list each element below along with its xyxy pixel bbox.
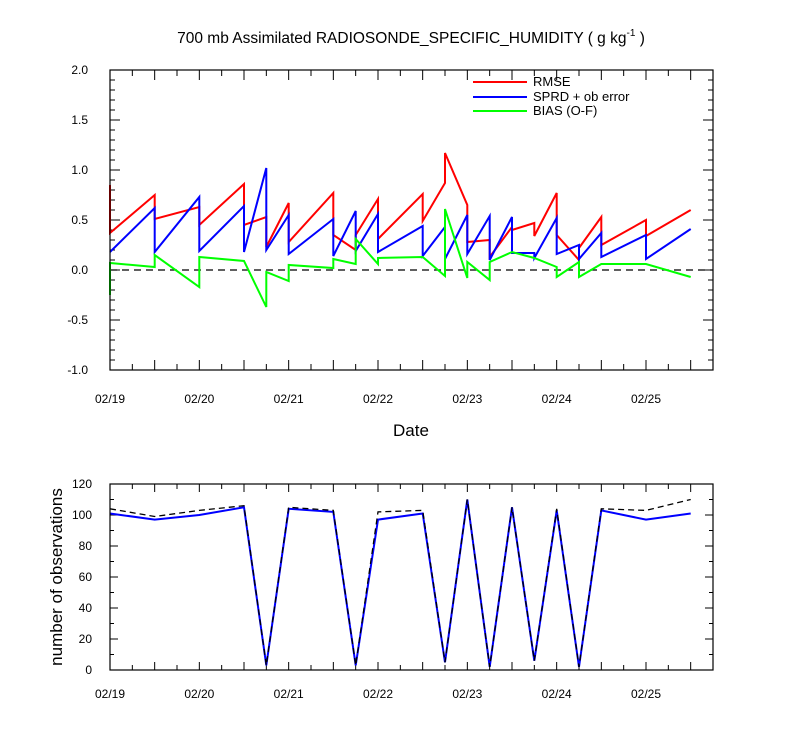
legend-label-bias: BIAS (O-F) bbox=[533, 103, 597, 118]
bottom-series bbox=[109, 498, 691, 668]
chart-title-main: 700 mb Assimilated RADIOSONDE_SPECIFIC_H… bbox=[177, 30, 626, 47]
bottom-ticks bbox=[109, 483, 714, 671]
bottom-y-tick-label: 60 bbox=[79, 570, 93, 584]
bottom-x-tick-label: 02/20 bbox=[184, 687, 214, 701]
top-y-tick-label: 2.0 bbox=[71, 63, 88, 77]
top-ticks bbox=[109, 69, 714, 371]
chart-title: 700 mb Assimilated RADIOSONDE_SPECIFIC_H… bbox=[177, 28, 645, 47]
chart-title-end: ) bbox=[635, 30, 644, 47]
top-y-tick-label: 0.5 bbox=[71, 213, 88, 227]
bottom-x-tick-label: 02/22 bbox=[363, 687, 393, 701]
y-axis-label-observations: number of observations bbox=[47, 488, 66, 666]
obs-line-used bbox=[109, 499, 691, 668]
x-axis-label: Date bbox=[393, 421, 429, 440]
bottom-y-tick-label: 40 bbox=[79, 601, 93, 615]
bottom-y-tick-label: 0 bbox=[85, 663, 92, 677]
bottom-x-tick-label: 02/21 bbox=[274, 687, 304, 701]
top-x-tick-label: 02/23 bbox=[452, 392, 482, 406]
top-panel: -1.0-0.50.00.51.01.52.0 02/19 02/20 02/21 0… bbox=[67, 63, 714, 440]
bottom-plot-frame bbox=[109, 483, 714, 671]
top-y-tick-label: 1.5 bbox=[71, 113, 88, 127]
top-x-tick-label: 02/20 bbox=[184, 392, 214, 406]
bottom-x-tick-label: 02/25 bbox=[631, 687, 661, 701]
bottom-y-tick-label: 120 bbox=[72, 477, 92, 491]
bottom-x-tick-label: 02/19 bbox=[95, 687, 125, 701]
top-series bbox=[109, 152, 692, 308]
bottom-y-tick-label: 80 bbox=[79, 539, 93, 553]
legend-label-rmse: RMSE bbox=[533, 74, 571, 89]
top-y-tick-label: 1.0 bbox=[71, 163, 88, 177]
bottom-panel: 0 20 40 60 80 100 120 02/19 02/20 02/21 02/22 02/2… bbox=[47, 477, 714, 701]
series-line-sprd bbox=[109, 167, 692, 262]
top-x-tick-label: 02/22 bbox=[363, 392, 393, 406]
series-line-rmse bbox=[109, 152, 692, 263]
top-y-tick-label: 0.0 bbox=[71, 263, 88, 277]
bottom-y-tick-label: 100 bbox=[72, 508, 92, 522]
bottom-y-tick-labels: 0 20 40 60 80 100 120 bbox=[72, 477, 92, 677]
legend: RMSE SPRD + ob error BIAS (O-F) bbox=[473, 74, 630, 118]
bottom-x-tick-label: 02/23 bbox=[452, 687, 482, 701]
top-x-tick-labels: 02/19 02/20 02/21 02/22 02/23 02/24 02/25 bbox=[95, 392, 661, 406]
series-line-bias bbox=[109, 208, 691, 308]
top-y-tick-label: -1.0 bbox=[67, 363, 88, 377]
top-y-tick-labels: -1.0 -0.5 0.0 0.5 1.0 1.5 2.0 bbox=[67, 63, 88, 377]
top-x-tick-label: 02/25 bbox=[631, 392, 661, 406]
legend-label-sprd: SPRD + ob error bbox=[533, 89, 630, 104]
top-x-tick-label: 02/19 bbox=[95, 392, 125, 406]
bottom-y-tick-label: 20 bbox=[79, 632, 93, 646]
bottom-x-tick-label: 02/24 bbox=[542, 687, 572, 701]
bottom-x-tick-labels: 02/19 02/20 02/21 02/22 02/23 02/24 02/25 bbox=[95, 687, 661, 701]
top-x-tick-label: 02/24 bbox=[542, 392, 572, 406]
top-plot-frame bbox=[109, 69, 714, 371]
top-x-tick-label: 02/21 bbox=[274, 392, 304, 406]
top-y-tick-label: -0.5 bbox=[67, 313, 88, 327]
chart-title-superscript: -1 bbox=[626, 28, 635, 39]
obs-line-possible bbox=[109, 498, 691, 667]
